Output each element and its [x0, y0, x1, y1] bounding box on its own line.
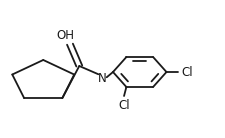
- Text: Cl: Cl: [118, 99, 129, 112]
- Text: Cl: Cl: [180, 66, 192, 79]
- Text: N: N: [98, 72, 106, 85]
- Text: OH: OH: [56, 29, 74, 43]
